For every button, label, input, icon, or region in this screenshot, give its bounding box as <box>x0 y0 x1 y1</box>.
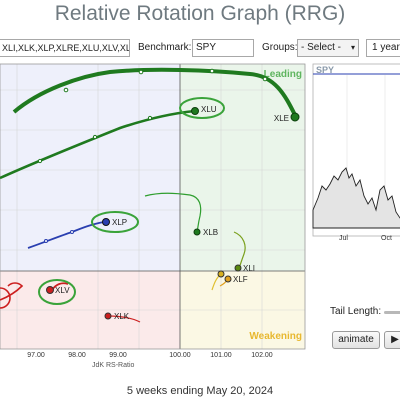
tail-length-label: Tail Length: <box>330 306 382 317</box>
xlk-label: XLK <box>114 312 130 321</box>
groups-label: Groups: <box>262 42 298 53</box>
xlk-marker[interactable] <box>104 312 112 320</box>
plot-frame <box>0 63 306 350</box>
spy-chart-symbol: SPY <box>316 65 334 75</box>
spy-x-tick: Jul <box>339 235 348 242</box>
period-select[interactable]: 1 year <box>366 39 400 57</box>
benchmark-input[interactable]: SPY <box>192 39 254 57</box>
xly-marker[interactable] <box>217 270 225 278</box>
xlv-marker[interactable] <box>46 286 54 294</box>
xlu-highlight <box>179 97 225 119</box>
xli-label: XLI <box>243 264 255 273</box>
animate-button[interactable]: animate <box>332 331 380 349</box>
xli-marker[interactable] <box>234 264 242 272</box>
play-icon: ▶ <box>391 334 399 345</box>
xlu-tail-points <box>37 115 153 164</box>
tail-length-slider[interactable] <box>384 311 400 314</box>
xlu-tail <box>0 109 196 180</box>
toolbar: XLI,XLK,XLP,XLRE,XLU,XLV,XL Benchmark: S… <box>0 38 400 60</box>
xlb-label: XLB <box>203 228 218 237</box>
xlp-highlight <box>91 211 139 233</box>
x-tick: 97.00 <box>27 352 45 359</box>
xlv-highlight <box>38 279 76 305</box>
spy-price-area <box>312 167 400 229</box>
x-tick: 100.00 <box>169 352 191 359</box>
symbols-input[interactable]: XLI,XLK,XLP,XLRE,XLU,XLV,XL <box>0 39 130 57</box>
xle-marker[interactable] <box>290 112 300 122</box>
spy-x-tick: Oct <box>381 235 392 242</box>
xlb-marker[interactable] <box>193 228 201 236</box>
leading-label: Leading <box>264 69 302 80</box>
x-axis-label: JdK RS-Ratio <box>92 362 135 369</box>
xle-tail <box>12 67 297 116</box>
xlf-marker[interactable] <box>224 275 232 283</box>
x-tick: 99.00 <box>109 352 127 359</box>
xlf-label: XLF <box>233 275 248 284</box>
play-button[interactable]: ▶ <box>384 331 400 349</box>
footer-date-range: 5 weeks ending May 20, 2024 <box>126 385 274 397</box>
xle-label: XLE <box>274 114 289 123</box>
xle-tail-points <box>63 68 268 93</box>
x-tick: 98.00 <box>68 352 86 359</box>
x-tick: 101.00 <box>210 352 232 359</box>
xlu-label: XLU <box>201 105 217 114</box>
groups-select[interactable]: - Select - ▾ <box>297 39 359 57</box>
xlb-tail <box>144 192 202 233</box>
x-axis-ticks: 97.00 98.00 99.00 100.00 101.00 102.00 <box>27 352 273 359</box>
benchmark-label: Benchmark: <box>138 42 192 53</box>
xlp-tail-points <box>44 230 74 243</box>
page-title: Relative Rotation Graph (RRG) <box>54 2 346 25</box>
chevron-down-icon: ▾ <box>350 43 355 52</box>
xlp-label: XLP <box>112 218 127 227</box>
xlv-label: XLV <box>55 286 70 295</box>
x-tick: 102.00 <box>251 352 273 359</box>
xlp-marker[interactable] <box>102 218 110 226</box>
partial-highlight <box>0 287 11 309</box>
groups-select-value: - Select - <box>301 42 342 53</box>
weakening-label: Weakening <box>249 331 302 342</box>
xlu-marker[interactable] <box>191 107 199 115</box>
lagging-partial-tail <box>0 282 24 301</box>
